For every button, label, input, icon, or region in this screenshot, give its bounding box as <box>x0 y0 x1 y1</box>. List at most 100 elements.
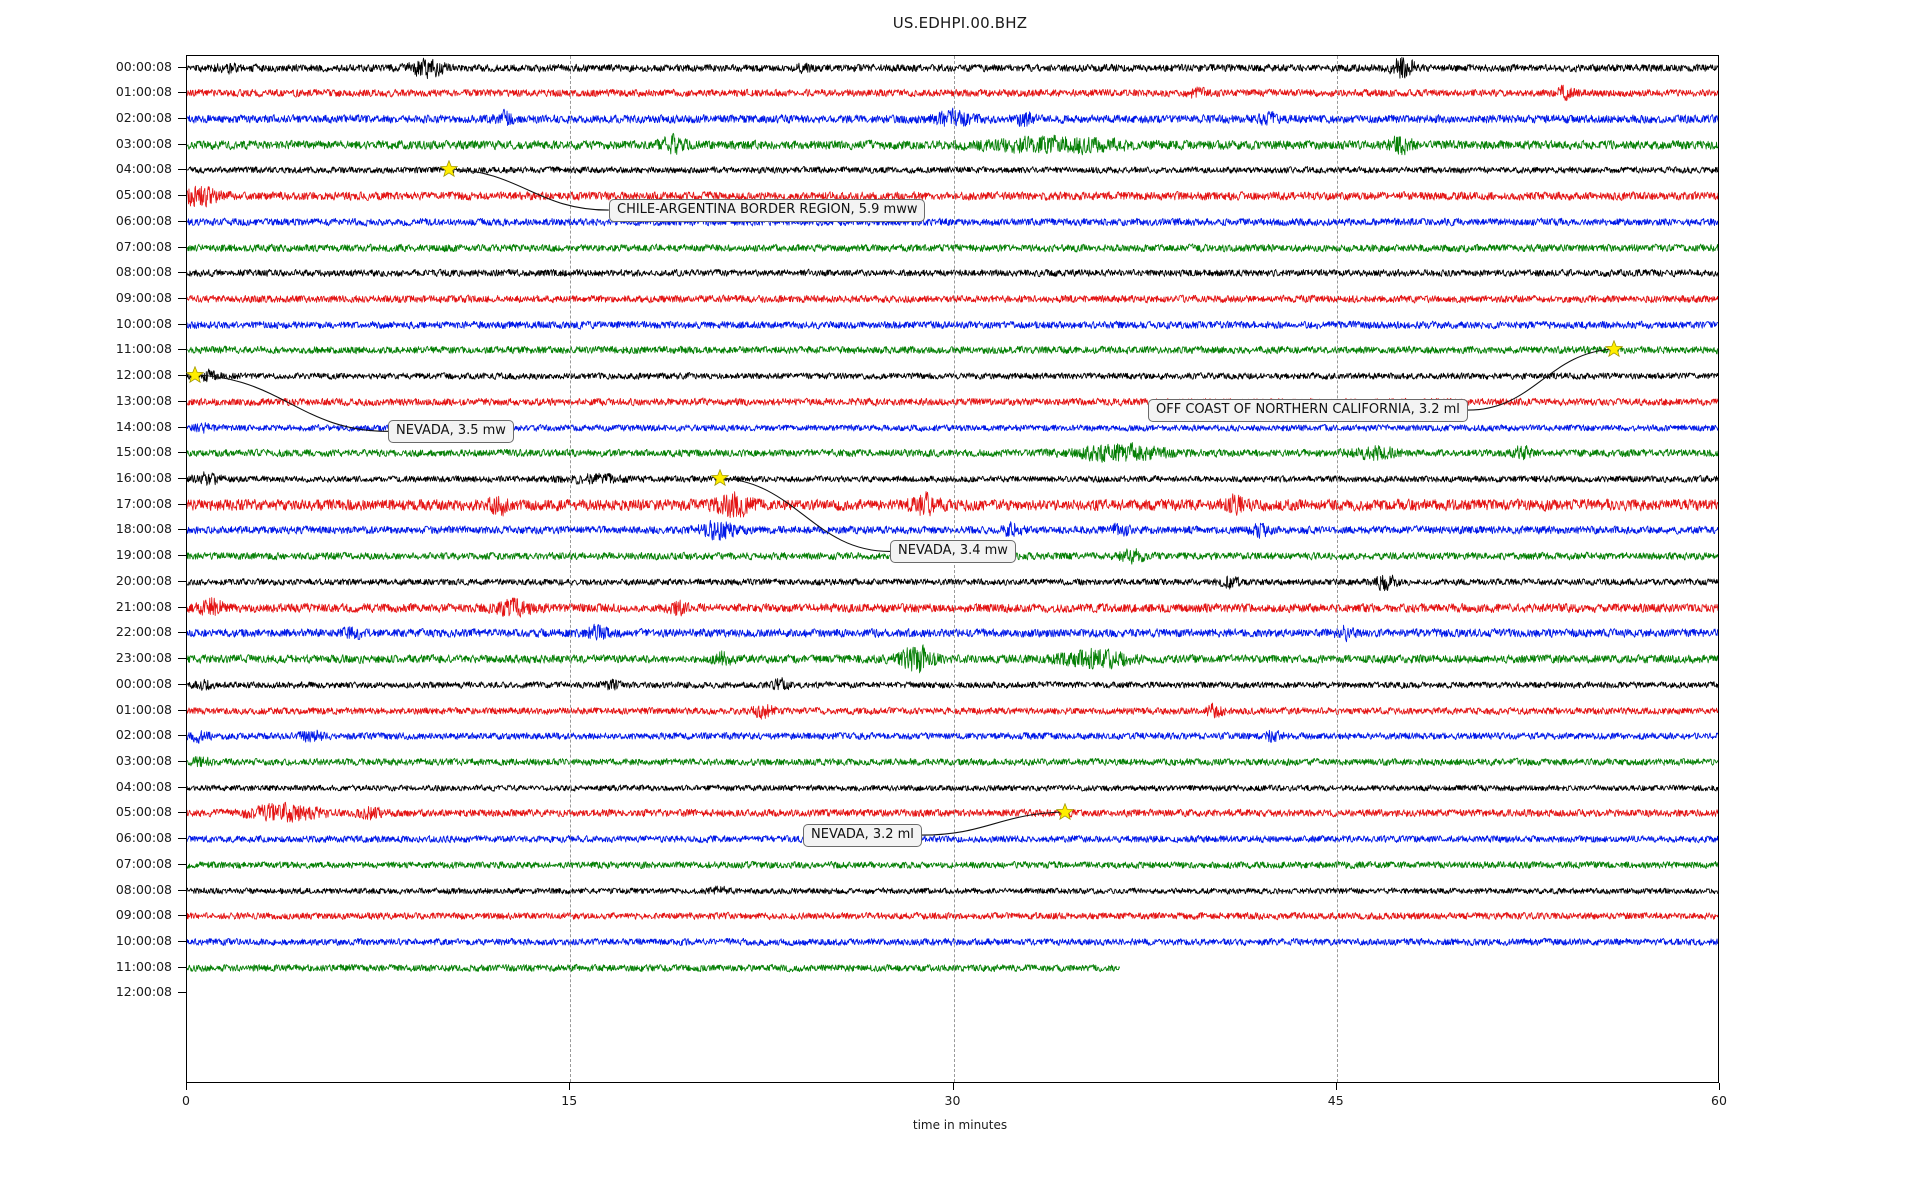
y-axis-label: 05:00:08 <box>115 187 172 203</box>
earthquake-star-marker <box>185 365 205 384</box>
event-annotation-label[interactable]: NEVADA, 3.4 mw <box>890 540 1016 563</box>
y-axis-label: 23:00:08 <box>115 650 172 666</box>
y-axis-label: 13:00:08 <box>115 392 172 408</box>
y-axis-tick <box>178 297 186 299</box>
traces-container <box>187 56 1718 1082</box>
x-axis-label: 0 <box>182 1093 190 1108</box>
y-axis-label: 03:00:08 <box>115 752 172 768</box>
y-axis-tick <box>178 658 186 660</box>
y-axis-label: 10:00:08 <box>115 315 172 331</box>
y-axis-label: 02:00:08 <box>115 109 172 125</box>
y-axis-tick <box>178 375 186 377</box>
y-axis-tick <box>178 503 186 505</box>
y-axis-tick <box>178 838 186 840</box>
y-axis-label: 05:00:08 <box>115 804 172 820</box>
y-axis-label: 04:00:08 <box>115 161 172 177</box>
y-axis-tick <box>178 992 186 994</box>
y-axis-tick <box>178 66 186 68</box>
x-axis-label: 45 <box>1327 1093 1344 1108</box>
y-axis-tick <box>178 400 186 402</box>
y-axis-tick <box>178 580 186 582</box>
y-axis-label: 01:00:08 <box>115 84 172 100</box>
y-axis-tick <box>178 632 186 634</box>
y-axis-label: 08:00:08 <box>115 881 172 897</box>
y-axis-label: 11:00:08 <box>115 958 172 974</box>
y-axis-label: 12:00:08 <box>115 367 172 383</box>
y-axis-label: 18:00:08 <box>115 521 172 537</box>
y-axis-label: 20:00:08 <box>115 572 172 588</box>
x-axis-label: 15 <box>561 1093 578 1108</box>
y-axis-tick <box>178 889 186 891</box>
y-axis-tick <box>178 220 186 222</box>
y-axis-tick <box>178 812 186 814</box>
y-axis-label: 22:00:08 <box>115 624 172 640</box>
y-axis-tick <box>178 606 186 608</box>
y-axis-label: 21:00:08 <box>115 598 172 614</box>
seismic-trace <box>187 963 1120 972</box>
y-axis-label: 15:00:08 <box>115 444 172 460</box>
y-axis-label: 12:00:08 <box>115 984 172 1000</box>
y-axis-tick <box>178 863 186 865</box>
y-axis-tick <box>178 529 186 531</box>
x-axis-tick <box>569 1083 571 1090</box>
y-axis-tick <box>178 683 186 685</box>
earthquake-star-marker <box>710 468 730 487</box>
x-gridline <box>570 56 572 1082</box>
y-axis-tick <box>178 92 186 94</box>
y-axis-tick <box>178 195 186 197</box>
x-axis-label: 30 <box>944 1093 961 1108</box>
y-axis-tick <box>178 246 186 248</box>
x-axis-label: 60 <box>1711 1093 1727 1108</box>
y-axis-tick <box>178 555 186 557</box>
y-axis-tick <box>178 760 186 762</box>
event-annotation-label[interactable]: NEVADA, 3.2 ml <box>803 824 922 847</box>
y-axis-tick <box>178 323 186 325</box>
y-axis-tick <box>178 349 186 351</box>
x-axis-tick <box>186 1083 187 1090</box>
y-axis-tick <box>178 940 186 942</box>
page-title: US.EDHPI.00.BHZ <box>892 14 1028 32</box>
y-axis-label: 02:00:08 <box>115 727 172 743</box>
earthquake-star-marker <box>439 160 459 178</box>
y-axis-label: 11:00:08 <box>115 341 172 357</box>
y-axis-label: 07:00:08 <box>115 855 172 871</box>
x-axis-tick <box>1719 1083 1720 1090</box>
y-axis-label: 03:00:08 <box>115 135 172 151</box>
y-axis-label: 09:00:08 <box>115 289 172 305</box>
y-axis-label: 07:00:08 <box>115 238 172 254</box>
y-axis-label: 04:00:08 <box>115 778 172 794</box>
y-axis-tick <box>178 117 186 119</box>
y-axis-tick <box>178 426 186 428</box>
y-axis-label: 09:00:08 <box>115 907 172 923</box>
x-axis-tick <box>1335 1083 1337 1090</box>
x-gridline <box>953 56 955 1082</box>
y-axis-label: 08:00:08 <box>115 264 172 280</box>
y-axis-label: 00:00:08 <box>115 58 172 74</box>
y-axis-tick <box>178 709 186 711</box>
y-axis-tick <box>178 143 186 145</box>
y-axis-label: 00:00:08 <box>115 675 172 691</box>
x-gridline <box>1336 56 1338 1082</box>
y-axis-tick <box>178 786 186 788</box>
y-axis-tick <box>178 966 186 968</box>
y-axis-label: 01:00:08 <box>115 701 172 717</box>
x-axis-title: time in minutes <box>912 1118 1008 1132</box>
event-annotation-label[interactable]: OFF COAST OF NORTHERN CALIFORNIA, 3.2 ml <box>1148 399 1468 422</box>
earthquake-star-marker <box>1604 340 1624 358</box>
y-axis-label: 16:00:08 <box>115 470 172 486</box>
y-axis-label: 06:00:08 <box>115 212 172 228</box>
y-axis-tick <box>178 915 186 917</box>
plot-area <box>186 55 1719 1083</box>
y-axis-tick <box>178 478 186 480</box>
y-axis-tick <box>178 452 186 454</box>
y-axis-tick <box>178 272 186 274</box>
y-axis-label: 06:00:08 <box>115 830 172 846</box>
y-axis-label: 19:00:08 <box>115 547 172 563</box>
y-axis-label: 17:00:08 <box>115 495 172 511</box>
y-axis-label: 10:00:08 <box>115 932 172 948</box>
earthquake-star-marker <box>1055 803 1075 821</box>
event-annotation-label[interactable]: CHILE-ARGENTINA BORDER REGION, 5.9 mww <box>609 199 926 222</box>
y-axis-tick <box>178 735 186 737</box>
event-annotation-label[interactable]: NEVADA, 3.5 mw <box>388 420 514 443</box>
